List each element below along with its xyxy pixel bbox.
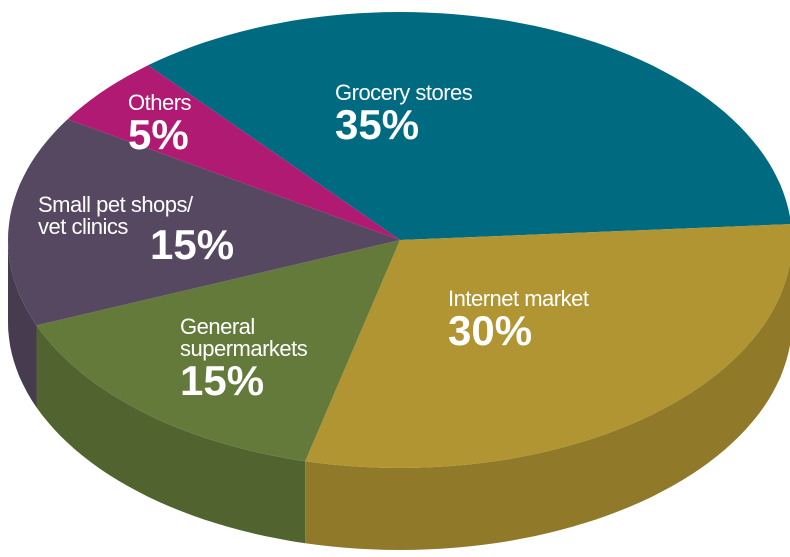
value-label: 15% (150, 221, 235, 268)
category-label: Grocery stores (335, 80, 473, 105)
slice-label: Small pet shops/ vet clinics 15% (38, 192, 234, 266)
value-label: 30% (448, 307, 533, 354)
category-label: Internet market (448, 286, 589, 311)
pie-side (8, 240, 37, 408)
pie-slice (8, 119, 400, 326)
category-label: General supermarkets (180, 314, 308, 361)
pie-slice (148, 12, 790, 240)
pie-side (36, 325, 306, 544)
pie-slice (67, 65, 400, 240)
value-label: 15% (180, 357, 265, 404)
pie-slice (305, 224, 790, 468)
slice-label: Grocery stores 35% (335, 80, 473, 148)
value-label: 35% (335, 101, 420, 148)
slice-label: Internet market 30% (448, 286, 589, 354)
category-label: Small pet shops/ vet clinics (38, 192, 193, 239)
pie-side (305, 263, 790, 550)
category-label: Others (128, 90, 192, 115)
value-label: 5% (128, 111, 189, 158)
slice-label: Others 5% (128, 90, 192, 158)
slice-label: General supermarkets 15% (180, 316, 350, 402)
pie-slice (36, 240, 400, 462)
